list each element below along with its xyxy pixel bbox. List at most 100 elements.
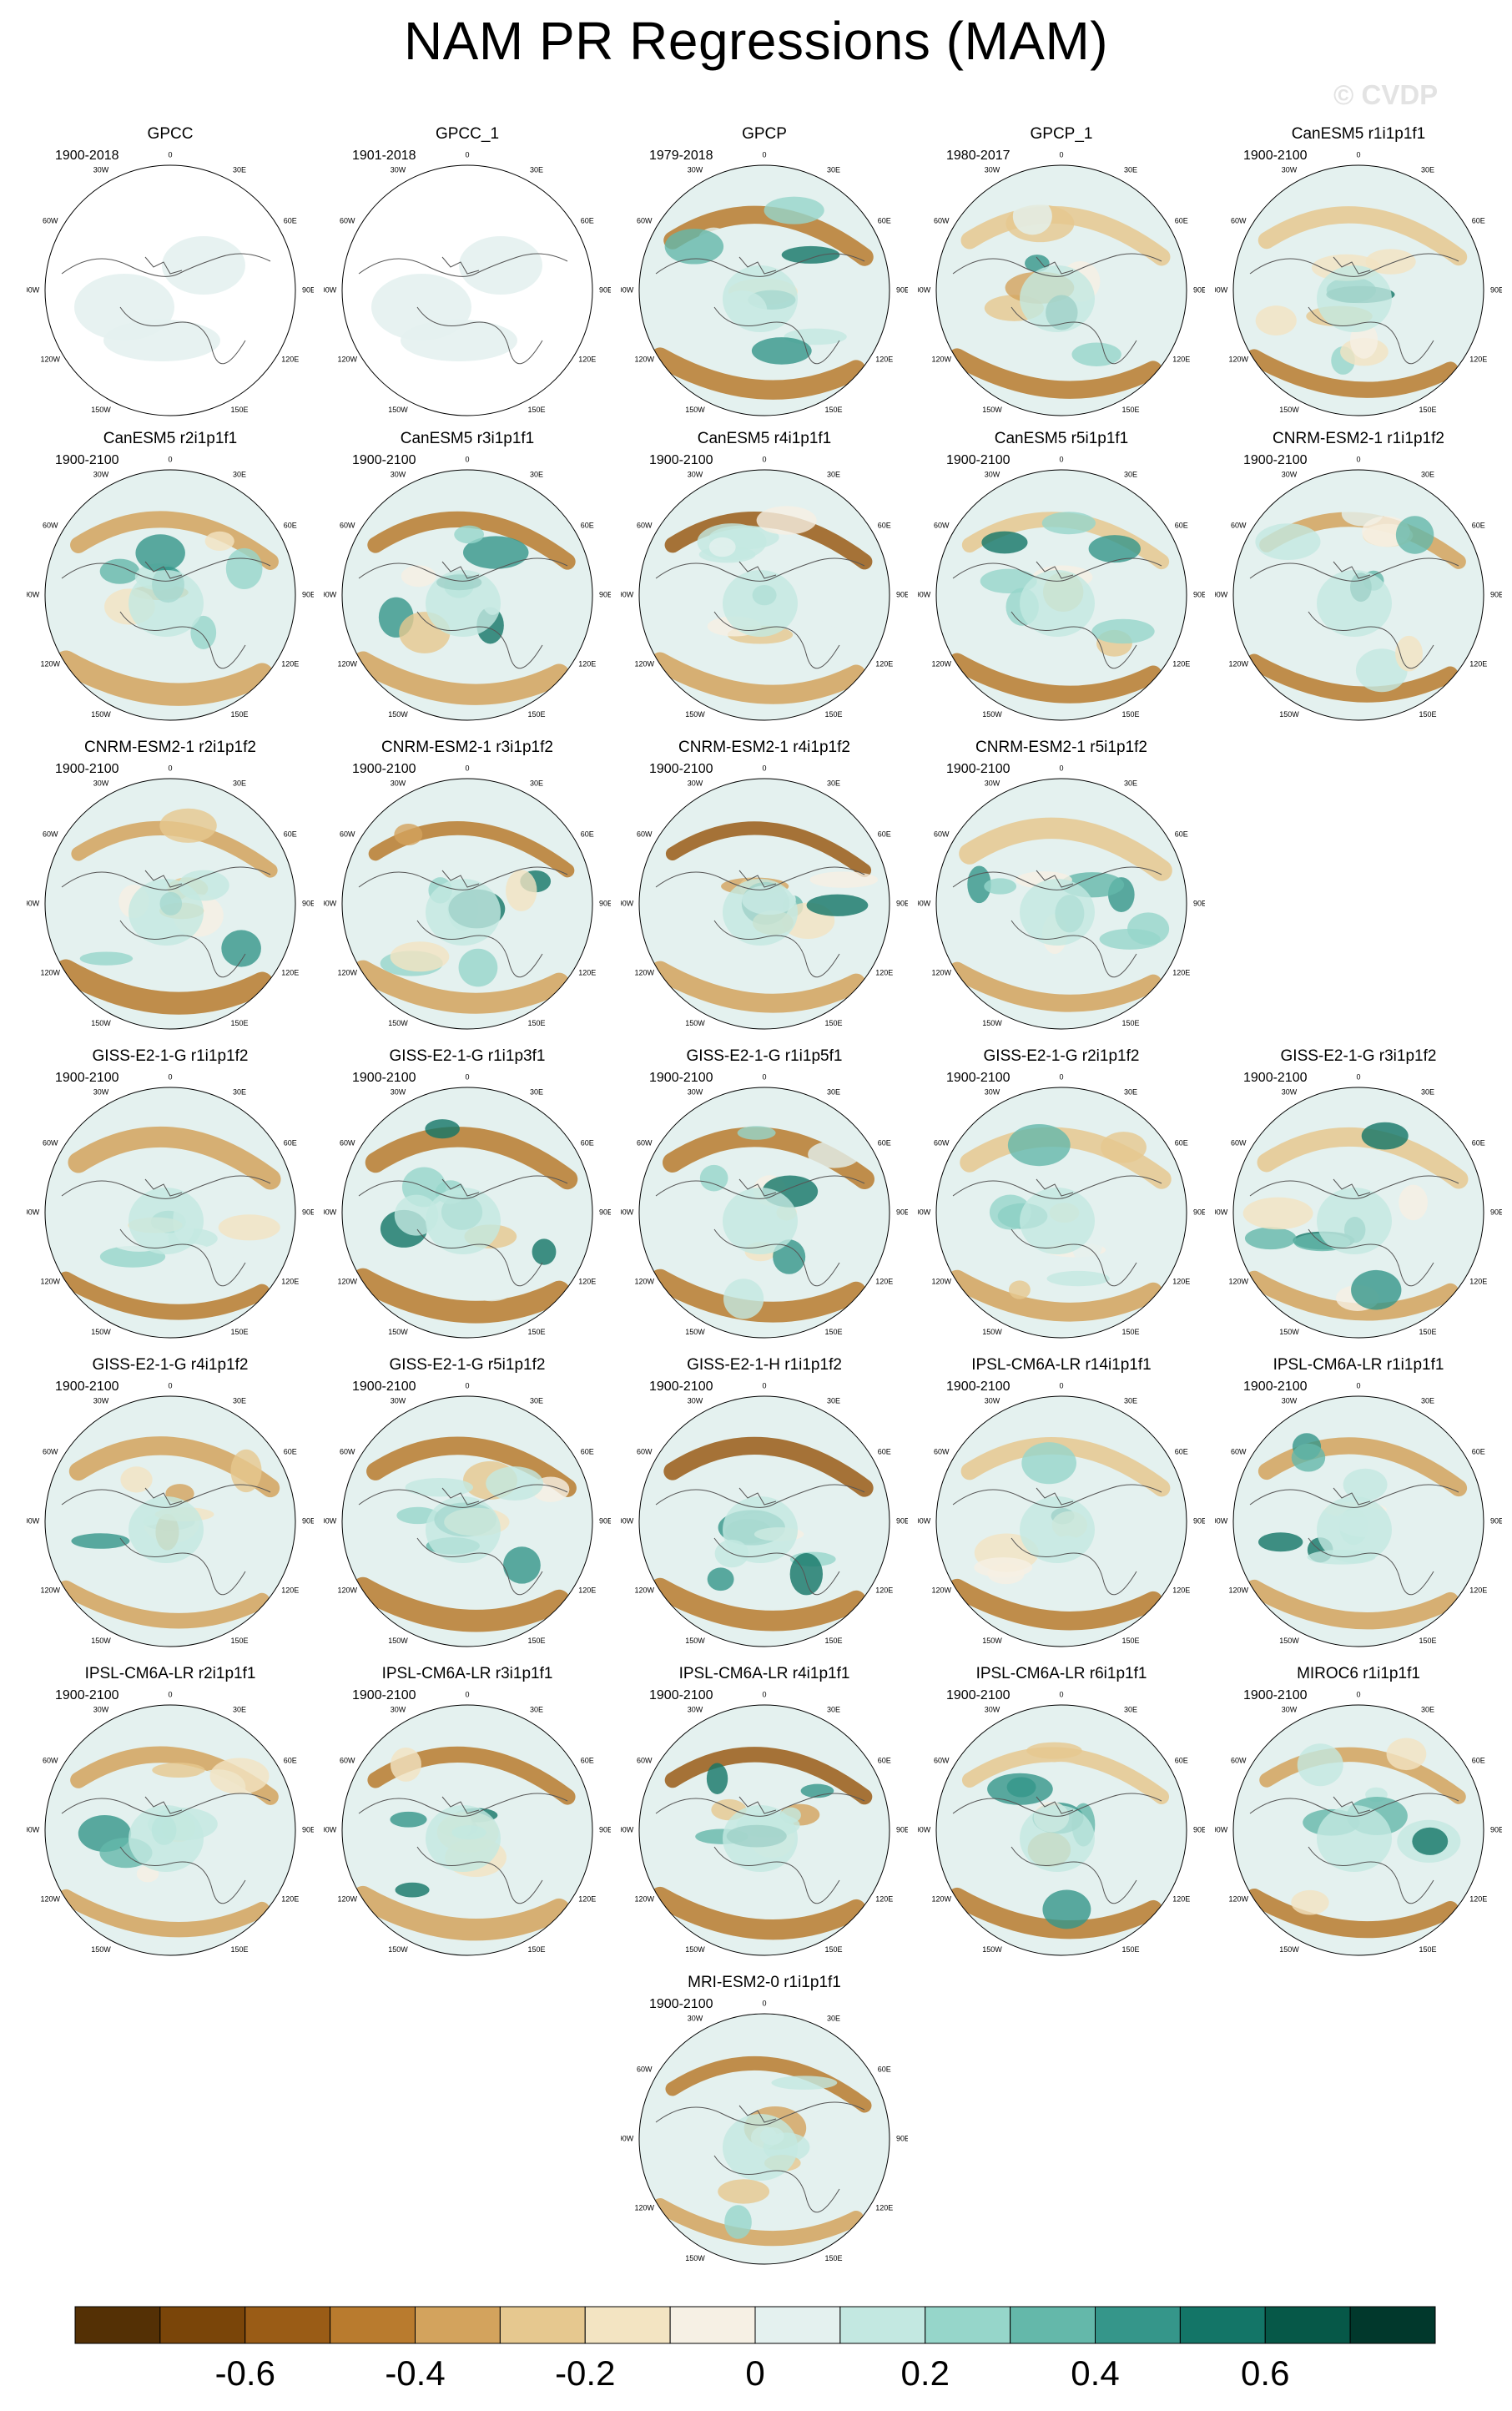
longitude-label: 60E: [581, 521, 594, 529]
longitude-label: 30E: [827, 166, 840, 174]
longitude-label: 180: [461, 1343, 473, 1344]
longitude-label: 30E: [827, 1397, 840, 1405]
longitude-label: 60W: [43, 1447, 58, 1455]
longitude-label: 120W: [40, 355, 60, 363]
longitude-label: 90W: [621, 1825, 634, 1833]
longitude-label: 120E: [875, 659, 893, 668]
polar-cap-field: [426, 1188, 501, 1254]
longitude-label: 180: [758, 2269, 770, 2271]
longitude-label: 90E: [1490, 1825, 1502, 1833]
longitude-label: 30E: [1124, 166, 1137, 174]
longitude-label: 30W: [391, 779, 406, 788]
coastline: [358, 557, 568, 669]
anomaly-blob: [981, 531, 1028, 554]
longitude-label: 60W: [1231, 1756, 1247, 1764]
longitude-label: 60W: [340, 1138, 355, 1147]
longitude-label: 180: [1352, 725, 1364, 727]
anomaly-blob: [980, 568, 1037, 594]
negative-band: [664, 1747, 873, 1805]
watermark: © CVDP: [1333, 79, 1439, 110]
anomaly-blob: [1026, 1742, 1082, 1759]
negative-band: [54, 959, 274, 1015]
longitude-label: 90E: [599, 899, 611, 907]
longitude-label: 60W: [934, 830, 950, 838]
longitude-label: 90W: [621, 899, 634, 907]
panel-period: 1900-2100: [649, 1688, 713, 1702]
longitude-label: 150E: [1121, 1328, 1139, 1336]
map-outline: [44, 469, 296, 721]
map-outline: [638, 778, 890, 1030]
anomaly-blob: [808, 1140, 861, 1168]
longitude-label: 90W: [621, 1208, 634, 1216]
map-panel: GISS-E2-1-G r1i1p3f1 1900-2100 180 150E 120E…: [324, 1047, 611, 1344]
longitude-label: 120W: [40, 1586, 60, 1594]
map-background: [45, 165, 295, 416]
anomaly-blob: [395, 1882, 430, 1898]
map-panel: CanESM5 r2i1p1f1 1900-2100 180 150E 120E 90E 6…: [27, 430, 314, 727]
colorbar-swatch: [415, 2306, 501, 2344]
longitude-label: 90W: [918, 1825, 931, 1833]
longitude-label: 120W: [40, 968, 60, 976]
anomaly-blob: [425, 1119, 460, 1139]
map-outline: [44, 778, 296, 1030]
map-panel: GPCC_1 1901-2018 180 150E 120E 90E 60E 30E 0 30W 6…: [324, 125, 611, 422]
longitude-label: 30W: [93, 1706, 109, 1714]
negative-band: [70, 511, 279, 570]
longitude-label: 150W: [982, 1637, 1002, 1645]
longitude-label: 150W: [685, 1945, 705, 1954]
longitude-label: 30W: [688, 779, 703, 788]
longitude-label: 120E: [1469, 659, 1487, 668]
longitude-label: 60E: [1175, 216, 1188, 224]
polar-map: 180 150E 120E 90E 60E 30E 0 30W 60W 90W 120W 150W: [324, 1381, 611, 1653]
negative-band: [54, 650, 274, 706]
longitude-label: 180: [164, 725, 176, 727]
longitude-label: 150E: [824, 406, 842, 414]
longitude-label: 90W: [918, 899, 931, 907]
colorbar-swatch: [74, 2306, 161, 2344]
panel-period: 1900-2100: [649, 762, 713, 776]
polar-cap-field: [1020, 570, 1095, 637]
longitude-label: 180: [758, 1960, 770, 1962]
panel-period: 1900-2100: [946, 762, 1011, 776]
longitude-label: 60W: [637, 1447, 653, 1455]
longitude-label: 90E: [302, 1208, 314, 1216]
polar-map: 180 150E 120E 90E 60E 30E 0 30W 60W 90W 120W 150W: [324, 1690, 611, 1962]
longitude-label: 90W: [27, 590, 40, 598]
map-panel: IPSL-CM6A-LR r4i1p1f1 1900-2100 180 150E 120…: [621, 1665, 908, 1962]
longitude-label: 60E: [878, 216, 891, 224]
longitude-label: 30W: [1282, 166, 1298, 174]
longitude-label: 120W: [634, 1894, 654, 1903]
map-panel: CanESM5 r3i1p1f1 1900-2100 180 150E 120E 90E 6…: [324, 430, 611, 727]
colorbar-swatch: [1349, 2306, 1436, 2344]
anomaly-blob: [974, 1557, 1033, 1578]
longitude-label: 120W: [634, 1277, 654, 1285]
longitude-label: 180: [758, 1652, 770, 1653]
coastline: [952, 1175, 1162, 1287]
panel-period: 1900-2100: [946, 1071, 1011, 1085]
longitude-label: 150E: [527, 1328, 545, 1336]
colorbar-swatch: [499, 2306, 586, 2344]
anomaly-blob: [764, 196, 824, 224]
panel-period: 1900-2100: [649, 1380, 713, 1394]
longitude-label: 150E: [1121, 710, 1139, 719]
negative-band: [58, 1271, 270, 1320]
colorbar-tick-label: 0.6: [1241, 2353, 1289, 2393]
longitude-label: 60W: [1231, 1138, 1247, 1147]
negative-band: [365, 1127, 578, 1190]
longitude-label: 60W: [637, 2065, 653, 2073]
longitude-label: 120E: [578, 968, 596, 976]
longitude-label: 150E: [1121, 1945, 1139, 1954]
longitude-label: 0: [168, 764, 172, 772]
longitude-label: 0: [465, 1381, 469, 1390]
anomaly-blob: [532, 1238, 557, 1265]
map-panel: GISS-E2-1-H r1i1p1f2 1900-2100 180 150E 120E…: [621, 1356, 908, 1653]
polar-cap-field: [129, 1805, 204, 1872]
longitude-label: 120E: [875, 1586, 893, 1594]
longitude-label: 90W: [324, 1208, 337, 1216]
longitude-label: 60E: [1472, 1138, 1485, 1147]
longitude-label: 90E: [1490, 285, 1502, 294]
colorbar-swatch: [925, 2306, 1011, 2344]
longitude-label: 150W: [91, 710, 111, 719]
longitude-label: 90W: [1215, 1516, 1228, 1525]
